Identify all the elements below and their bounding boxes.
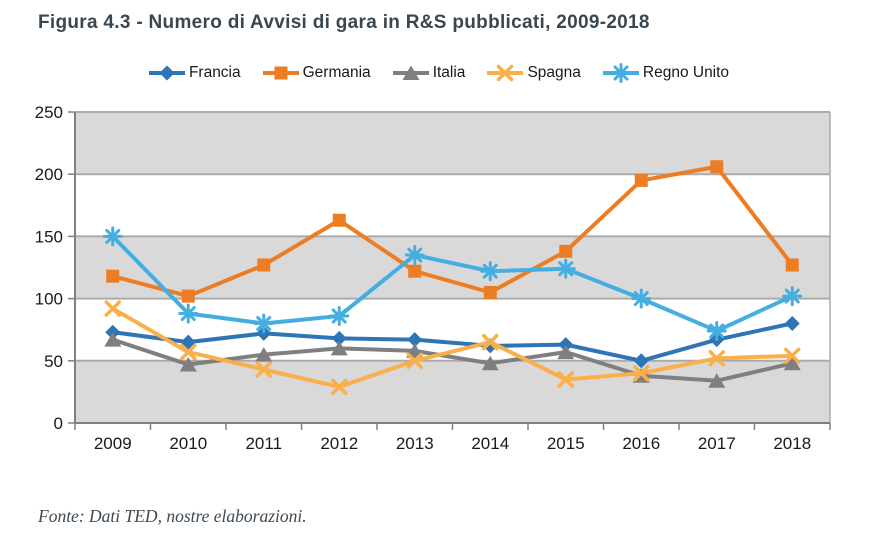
x-tick-label: 2015 [547,434,585,453]
y-tick-label: 0 [54,414,63,433]
x-tick-label: 2013 [396,434,434,453]
legend-marker-x-icon [487,64,524,82]
chart-legend: Francia Germania Italia Spagna Regno Unito [0,60,877,86]
legend-marker-square-icon [262,66,299,80]
x-tick-label: 2010 [169,434,207,453]
x-tick-label: 2014 [471,434,509,453]
legend-item-germania: Germania [262,64,371,82]
plot-band [75,112,830,175]
y-tick-label: 200 [35,165,63,184]
y-tick-label: 150 [35,227,63,246]
y-tick-label: 250 [35,103,63,122]
legend-label-regno-unito: Regno Unito [642,64,730,81]
legend-label-francia: Francia [188,64,241,81]
figure-title: Figura 4.3 - Numero di Avvisi di gara in… [38,12,650,33]
y-tick-label: 100 [35,290,63,309]
legend-item-spagna: Spagna [486,64,581,82]
x-tick-label: 2011 [245,434,282,453]
source-note: Fonte: Dati TED, nostre elaborazioni. [38,506,307,526]
legend-marker-diamond-icon [148,65,185,81]
legend-label-germania: Germania [302,64,371,81]
legend-item-italia: Italia [392,64,466,82]
x-tick-label: 2018 [773,434,811,453]
legend-marker-asterisk-icon [602,63,639,83]
series-germania [106,160,799,303]
series-spagna [104,300,801,396]
legend-label-spagna: Spagna [527,64,581,81]
plot-band [75,360,830,423]
x-tick-label: 2009 [94,434,132,453]
legend-label-italia: Italia [432,64,466,81]
x-tick-label: 2016 [622,434,660,453]
x-tick-label: 2012 [320,434,358,453]
plot-band [75,236,830,299]
legend-item-francia: Francia [148,64,241,82]
series-regno-unito [102,226,803,341]
legend-item-regno-unito: Regno Unito [602,63,730,83]
legend-marker-triangle-icon [392,65,429,80]
y-tick-label: 50 [44,352,63,371]
x-tick-label: 2017 [698,434,736,453]
line-chart: 0 50 100 150 200 250 2009 2010 2011 2012 2013 2014 2… [35,103,831,453]
